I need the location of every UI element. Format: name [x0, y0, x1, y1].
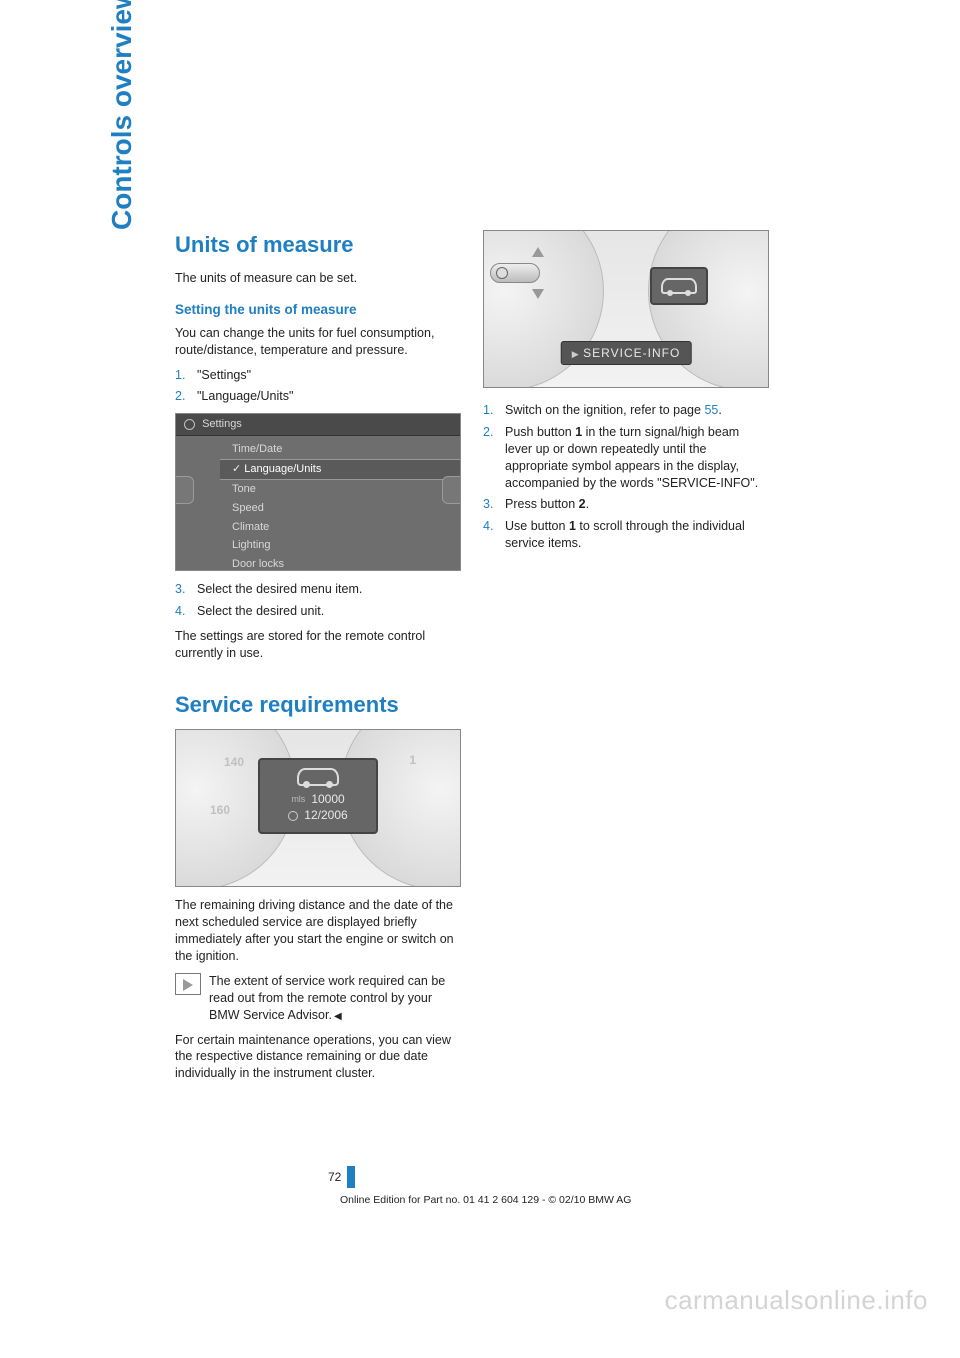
service-info-label: SERVICE-INFO	[561, 341, 692, 365]
units-intro: The units of measure can be set.	[175, 270, 461, 287]
heading-service-req: Service requirements	[175, 690, 461, 720]
settings-menu-list: Time/Date Language/Units Tone Speed Clim…	[176, 436, 460, 571]
r-step-1: 1. Switch on the ignition, refer to page…	[483, 402, 769, 419]
step-2-text: "Language/Units"	[197, 388, 461, 405]
stalk-button-icon	[496, 267, 508, 279]
step-1: 1."Settings"	[175, 367, 461, 384]
knob-right-icon	[442, 476, 461, 504]
arrow-down-icon	[532, 289, 544, 299]
step-3-text: Select the desired menu item.	[197, 581, 461, 598]
settings-item: Time/Date	[232, 440, 460, 459]
left-column: Units of measure The units of measure ca…	[175, 230, 461, 1090]
figure-cluster-service-info: SERVICE-INFO	[483, 230, 769, 388]
r-step-4-text: Use button 1 to scroll through the indiv…	[505, 518, 769, 552]
footer-line: Online Edition for Part no. 01 41 2 604 …	[340, 1194, 631, 1206]
service-car-box	[650, 267, 708, 305]
r-step-3-text: Press button 2.	[505, 496, 769, 513]
settings-title: Settings	[202, 418, 242, 430]
step-2: 2."Language/Units"	[175, 388, 461, 405]
page-link-55[interactable]: 55	[704, 403, 718, 417]
note-arrow-icon	[175, 973, 201, 995]
service-paragraph-2: For certain maintenance operations, you …	[175, 1032, 461, 1083]
note-block: The extent of service work required can …	[175, 973, 461, 1024]
step-4-text: Select the desired unit.	[197, 603, 461, 620]
gear-icon	[184, 419, 195, 430]
settings-item: Climate	[232, 518, 460, 537]
cluster-display-box: mls 10000 12/2006	[258, 758, 378, 833]
step-1-text: "Settings"	[197, 367, 461, 384]
stored-paragraph: The settings are stored for the remote c…	[175, 628, 461, 662]
r-step-1b: .	[718, 403, 721, 417]
r-step-2: 2.Push button 1 in the turn signal/high …	[483, 424, 769, 492]
page-tab-icon	[347, 1166, 355, 1188]
r-step-2-text: Push button 1 in the turn signal/high be…	[505, 424, 769, 492]
figure-cluster-service-date: 140 160 1 mls 10000 12/2006	[175, 729, 461, 887]
step-3: 3.Select the desired menu item.	[175, 581, 461, 598]
tick-1: 1	[409, 752, 416, 768]
car-icon	[661, 278, 697, 294]
mls-label: mls	[291, 794, 305, 806]
heading-setting-units: Setting the units of measure	[175, 301, 461, 319]
r-step-1a: Switch on the ignition, refer to page	[505, 403, 704, 417]
side-tab: Controls overview	[106, 0, 138, 230]
right-column: SERVICE-INFO 1. Switch on the ignition, …	[483, 230, 769, 1090]
setting-units-paragraph: You can change the units for fuel consum…	[175, 325, 461, 359]
settings-item: Door locks	[232, 555, 460, 571]
r-step-1-text: Switch on the ignition, refer to page 55…	[505, 402, 769, 419]
arrow-up-icon	[532, 247, 544, 257]
page-number-box: 72	[328, 1166, 355, 1188]
settings-item-selected: Language/Units	[220, 459, 460, 480]
car-icon	[297, 768, 339, 786]
heading-units: Units of measure	[175, 230, 461, 260]
settings-item: Lighting	[232, 536, 460, 555]
r-step-3: 3.Press button 2.	[483, 496, 769, 513]
tick-160: 160	[210, 802, 230, 818]
note-text: The extent of service work required can …	[209, 973, 461, 1024]
stalk-icon	[490, 249, 568, 297]
r-step-4: 4.Use button 1 to scroll through the ind…	[483, 518, 769, 552]
clock-icon	[288, 811, 298, 821]
service-paragraph-1: The remaining driving distance and the d…	[175, 897, 461, 965]
step-4: 4.Select the desired unit.	[175, 603, 461, 620]
knob-left-icon	[175, 476, 194, 504]
tick-140: 140	[224, 754, 244, 770]
mls-value: 10000	[311, 792, 344, 808]
watermark: carmanualsonline.info	[665, 1285, 928, 1316]
settings-titlebar: Settings	[176, 414, 460, 436]
settings-item: Speed	[232, 499, 460, 518]
date-value: 12/2006	[304, 808, 347, 824]
figure-settings-menu: Settings Time/Date Language/Units Tone S…	[175, 413, 461, 571]
settings-item: Tone	[232, 480, 460, 499]
page-number: 72	[328, 1170, 347, 1184]
